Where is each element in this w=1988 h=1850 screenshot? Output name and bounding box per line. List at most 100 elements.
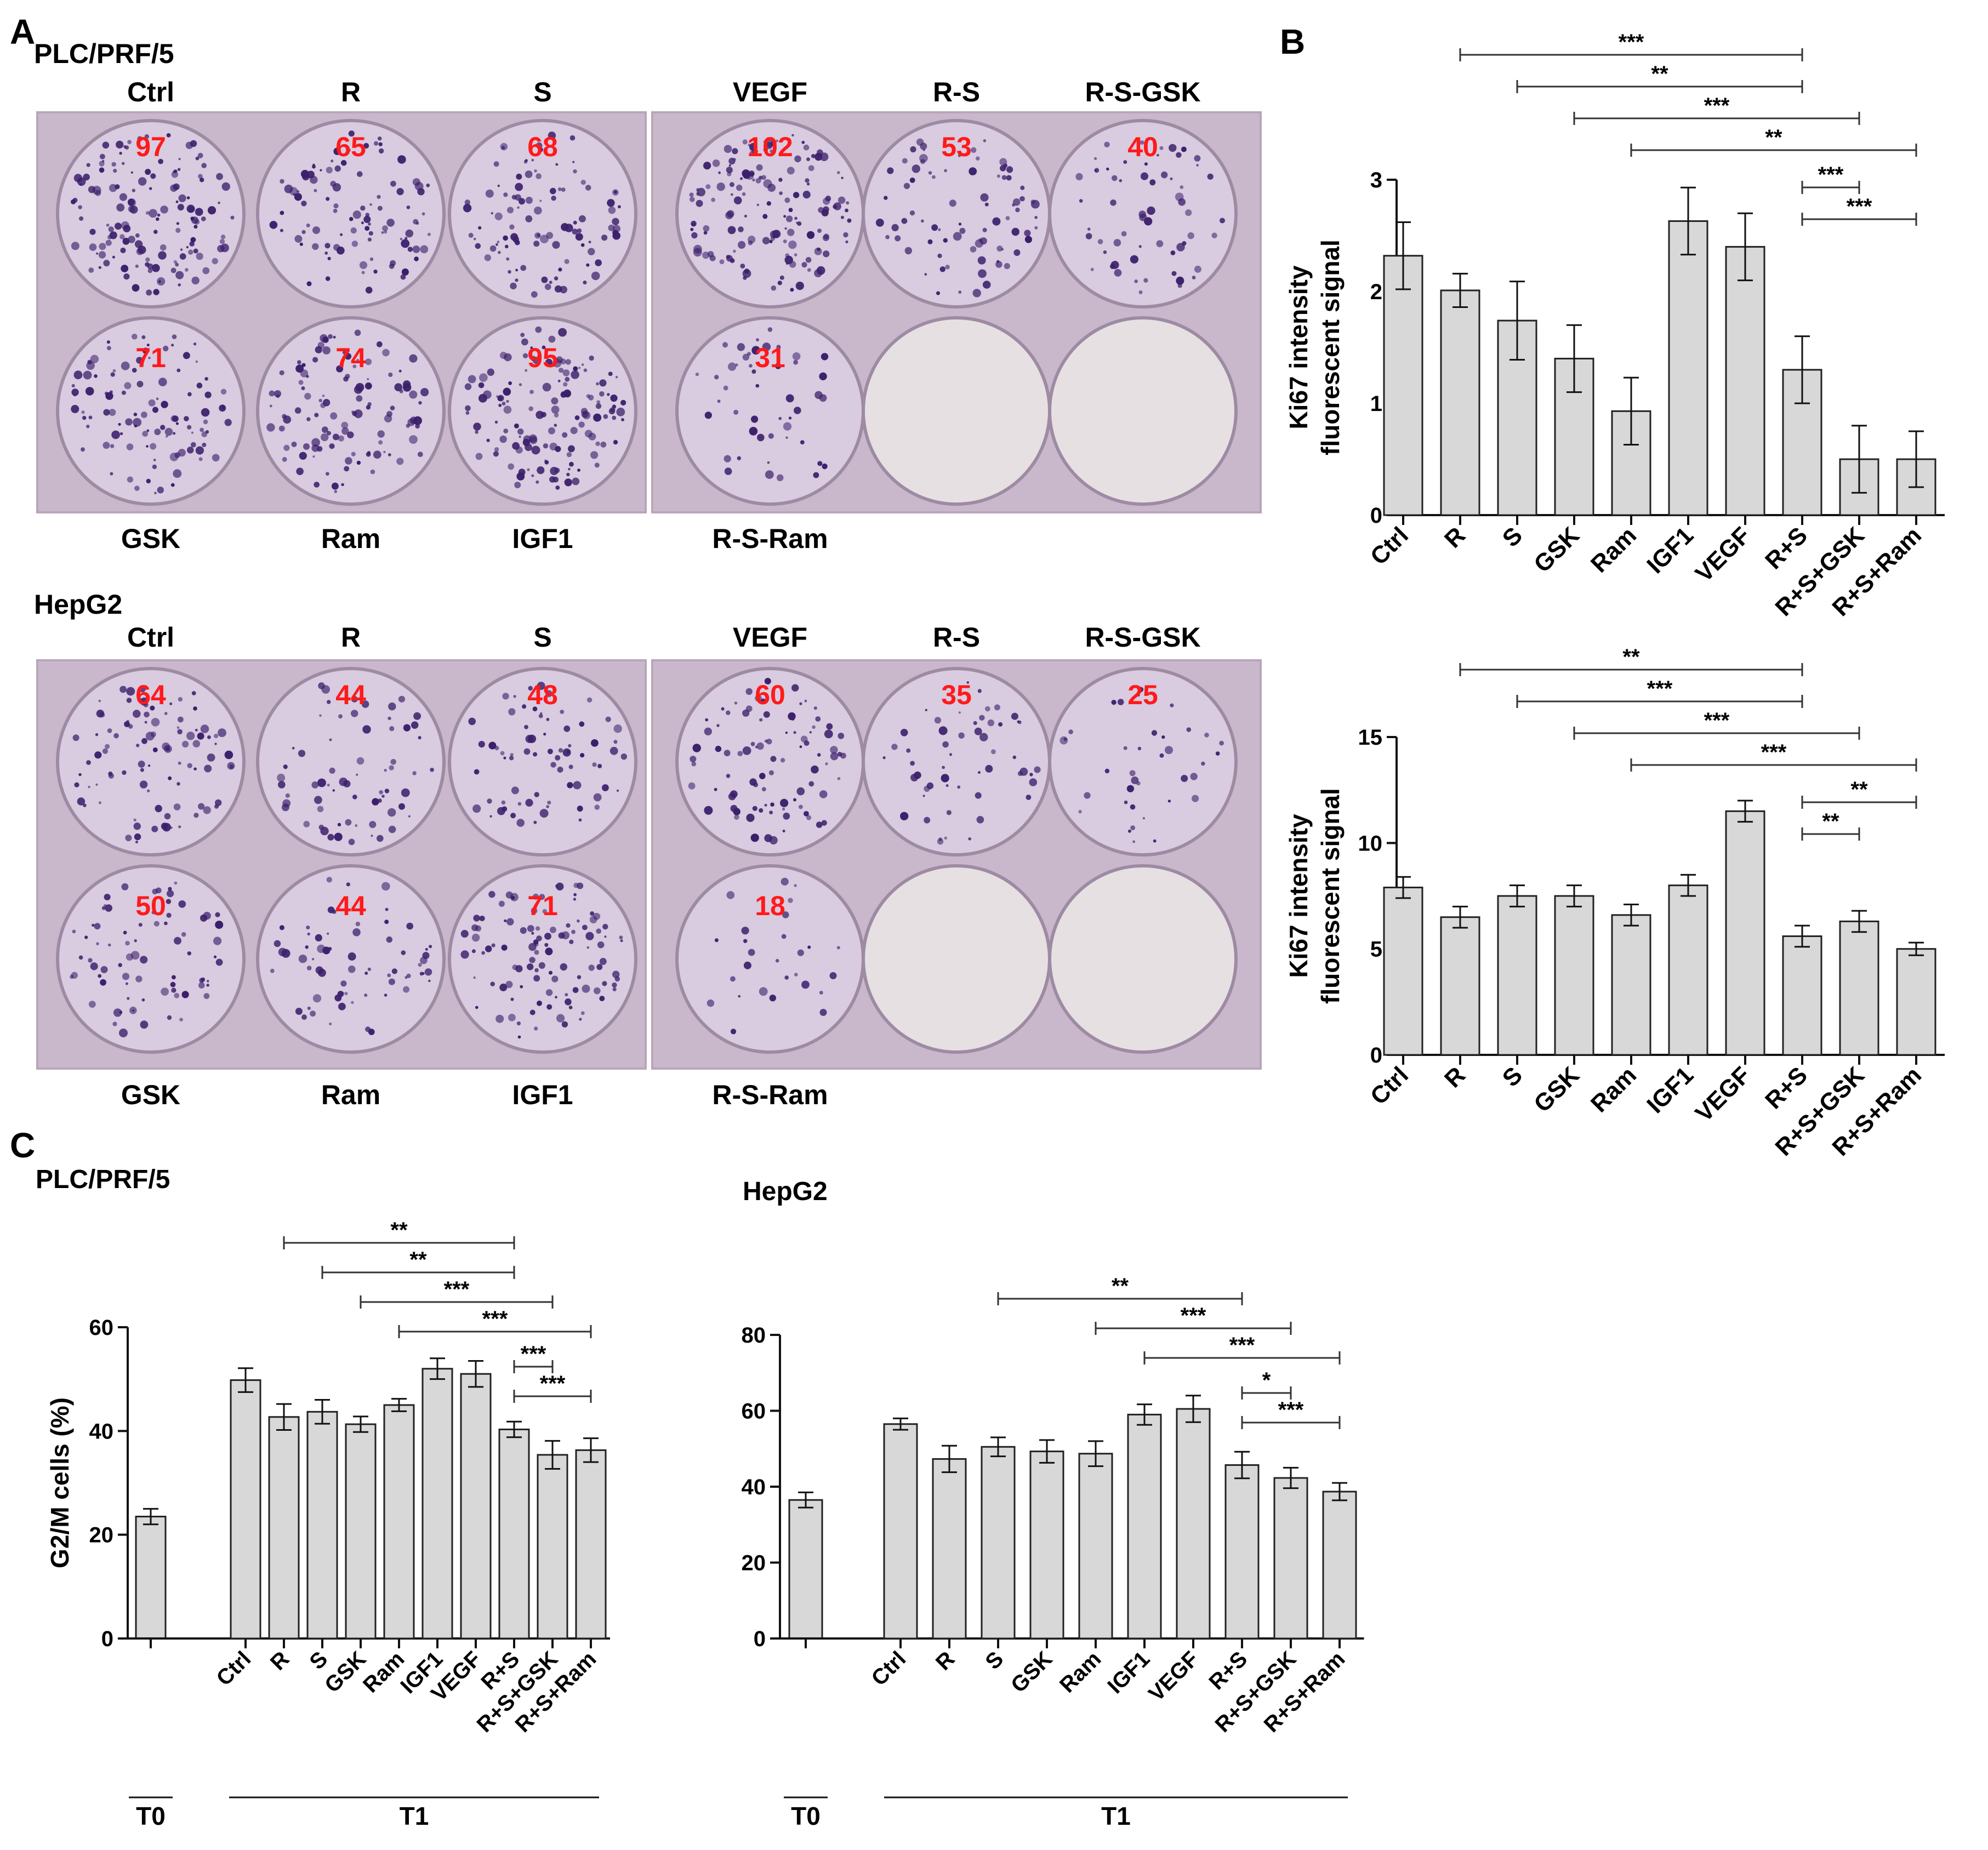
colony-dot bbox=[826, 723, 833, 730]
culture-well bbox=[256, 667, 446, 857]
colony-dot bbox=[591, 271, 600, 281]
colony-dot bbox=[814, 247, 822, 255]
colony-dot bbox=[326, 197, 330, 201]
colony-dot bbox=[910, 146, 916, 153]
colony-dot bbox=[1079, 199, 1083, 203]
colony-dot bbox=[157, 213, 161, 217]
culture-well bbox=[1048, 316, 1238, 506]
colony-dot bbox=[566, 472, 570, 477]
colony-dot bbox=[146, 211, 150, 215]
colony-dot bbox=[819, 991, 823, 995]
colony-dot bbox=[528, 686, 533, 691]
bar-r-s-gsk bbox=[1839, 920, 1879, 1056]
colony-dot bbox=[73, 174, 82, 182]
colony-dot bbox=[408, 815, 411, 818]
colony-dot bbox=[356, 460, 361, 465]
colony-dot bbox=[521, 338, 528, 346]
colony-dot bbox=[547, 801, 551, 805]
colony-dot bbox=[823, 250, 830, 258]
colony-dot bbox=[110, 472, 113, 476]
colony-dot bbox=[139, 780, 148, 789]
colony-dot bbox=[311, 438, 320, 447]
x-tick-label: VEGF bbox=[1690, 1061, 1756, 1127]
x-tick-label: S bbox=[1497, 522, 1528, 552]
colony-dot bbox=[518, 469, 526, 476]
colony-dot bbox=[182, 740, 189, 748]
bar-r-s bbox=[498, 1428, 530, 1640]
colony-dot bbox=[141, 412, 147, 418]
y-tick-label: 0 bbox=[1370, 1043, 1382, 1067]
colony-dot bbox=[119, 1029, 128, 1037]
colony-dot bbox=[534, 169, 537, 173]
colony-count: 74 bbox=[335, 342, 366, 373]
colony-dot bbox=[557, 187, 562, 191]
colony-dot bbox=[1059, 736, 1068, 745]
colony-dot bbox=[545, 690, 552, 698]
colony-dot bbox=[132, 1009, 135, 1012]
colony-dot bbox=[766, 739, 772, 745]
colony-dot bbox=[548, 427, 555, 435]
colony-dot bbox=[580, 180, 586, 185]
colony-dot bbox=[503, 192, 508, 197]
colony-dot bbox=[825, 196, 831, 202]
significance-label: ** bbox=[1651, 62, 1668, 86]
well-label: S bbox=[533, 77, 551, 107]
colony-dot bbox=[979, 733, 988, 741]
colony-dot bbox=[126, 698, 132, 703]
culture-well bbox=[862, 316, 1051, 506]
colony-dot bbox=[221, 182, 230, 191]
colony-dot bbox=[980, 193, 989, 202]
colony-dot bbox=[806, 815, 812, 820]
colony-dot bbox=[982, 227, 987, 232]
colony-dot bbox=[333, 147, 341, 156]
colony-dot bbox=[1132, 840, 1136, 843]
colony-dot bbox=[332, 789, 335, 792]
colony-dot bbox=[304, 392, 311, 400]
colony-dot bbox=[367, 451, 371, 455]
colony-dot bbox=[819, 372, 827, 380]
colony-dot bbox=[377, 195, 381, 199]
colony-dot bbox=[196, 382, 203, 389]
colony-dot bbox=[340, 980, 347, 987]
colony-dot bbox=[574, 415, 580, 420]
colony-dot bbox=[1159, 146, 1164, 150]
colony-dot bbox=[132, 368, 137, 373]
colony-dot bbox=[170, 184, 178, 192]
colony-dot bbox=[563, 382, 568, 387]
colony-dot bbox=[421, 212, 425, 216]
significance-label: *** bbox=[1704, 709, 1730, 733]
colony-dot bbox=[608, 372, 613, 376]
colony-dot bbox=[427, 232, 431, 236]
colony-dot bbox=[943, 238, 948, 243]
colony-dot bbox=[554, 141, 556, 145]
colony-dot bbox=[590, 911, 595, 916]
colony-dot bbox=[546, 232, 554, 239]
colony-dot bbox=[794, 155, 801, 163]
colony-dot bbox=[765, 139, 774, 148]
colony-dot bbox=[344, 353, 352, 360]
colony-dot bbox=[522, 704, 527, 709]
colony-dot bbox=[743, 961, 751, 969]
colony-dot bbox=[764, 678, 771, 684]
colony-dot bbox=[545, 947, 553, 956]
colony-dot bbox=[186, 447, 194, 454]
colony-dot bbox=[99, 167, 105, 173]
colony-dot bbox=[572, 987, 579, 993]
colony-dot bbox=[554, 413, 559, 418]
colony-dot bbox=[920, 142, 927, 150]
colony-dot bbox=[847, 218, 852, 223]
bar-r-s bbox=[1782, 935, 1822, 1056]
colony-dot bbox=[615, 376, 618, 379]
colony-dot bbox=[787, 167, 795, 175]
colony-dot bbox=[344, 466, 350, 472]
colony-dot bbox=[727, 210, 734, 218]
colony-dot bbox=[838, 733, 845, 739]
colony-dot bbox=[229, 764, 234, 769]
colony-dot bbox=[79, 216, 84, 221]
colony-dot bbox=[364, 972, 368, 975]
colony-dot bbox=[376, 341, 383, 347]
colony-dot bbox=[71, 384, 75, 388]
colony-dot bbox=[558, 328, 567, 337]
colony-dot bbox=[785, 394, 794, 403]
